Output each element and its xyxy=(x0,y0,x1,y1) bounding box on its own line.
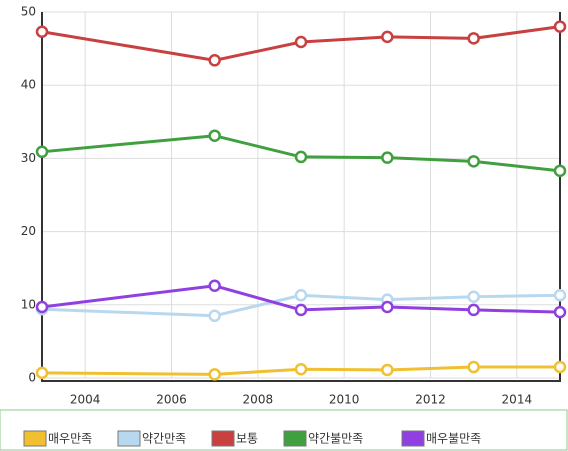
y-tick-label: 30 xyxy=(21,151,36,165)
x-tick-label: 2012 xyxy=(415,393,446,407)
data-point xyxy=(35,25,49,39)
data-point xyxy=(381,151,394,164)
data-point xyxy=(381,300,394,314)
data-point xyxy=(467,155,480,168)
data-point xyxy=(208,54,221,67)
series-line xyxy=(41,365,560,376)
series-line xyxy=(41,293,561,318)
data-point xyxy=(467,32,480,45)
y-tick-label: 10 xyxy=(21,297,36,311)
data-point xyxy=(553,289,567,302)
y-tick-label: 20 xyxy=(21,224,36,238)
data-point xyxy=(381,30,394,44)
data-point xyxy=(294,150,308,164)
y-tick-label: 0 xyxy=(28,371,36,385)
data-point xyxy=(467,303,480,317)
legend-label: 약간만족 xyxy=(142,431,186,446)
data-point xyxy=(35,366,49,380)
data-point xyxy=(35,300,49,314)
data-point xyxy=(553,305,567,319)
data-point xyxy=(467,360,480,374)
legend-label: 매우만족 xyxy=(48,432,92,446)
data-point xyxy=(208,368,221,381)
data-point xyxy=(553,20,567,33)
data-point xyxy=(294,35,308,49)
data-point xyxy=(208,279,221,293)
data-point xyxy=(553,360,567,374)
data-point xyxy=(35,145,49,159)
legend-swatch xyxy=(23,430,47,447)
legend-swatch xyxy=(117,430,141,447)
legend-label: 매우불만족 xyxy=(426,432,481,446)
series-line xyxy=(41,134,561,173)
legend-label: 보통 xyxy=(236,432,258,446)
series-line xyxy=(41,284,561,314)
x-tick-label: 2004 xyxy=(70,393,101,407)
x-tick-label: 2010 xyxy=(329,393,360,407)
legend-label: 약간불만족 xyxy=(308,431,363,446)
data-point xyxy=(467,290,480,303)
series-line xyxy=(41,25,561,62)
data-point xyxy=(294,303,308,317)
data-point xyxy=(208,309,221,323)
y-tick-label: 50 xyxy=(21,5,36,19)
data-point xyxy=(294,289,308,302)
data-point xyxy=(208,129,221,142)
y-tick-label: 40 xyxy=(21,78,36,92)
data-point xyxy=(553,164,567,178)
plot-area xyxy=(41,11,561,379)
legend-swatch xyxy=(283,430,307,447)
x-tick-label: 2006 xyxy=(156,393,187,407)
data-point xyxy=(381,363,394,377)
data-point xyxy=(294,362,308,376)
x-tick-label: 2008 xyxy=(243,393,274,407)
x-tick-label: 2014 xyxy=(502,393,533,407)
legend-swatch xyxy=(401,430,425,447)
legend-swatch xyxy=(211,430,235,447)
